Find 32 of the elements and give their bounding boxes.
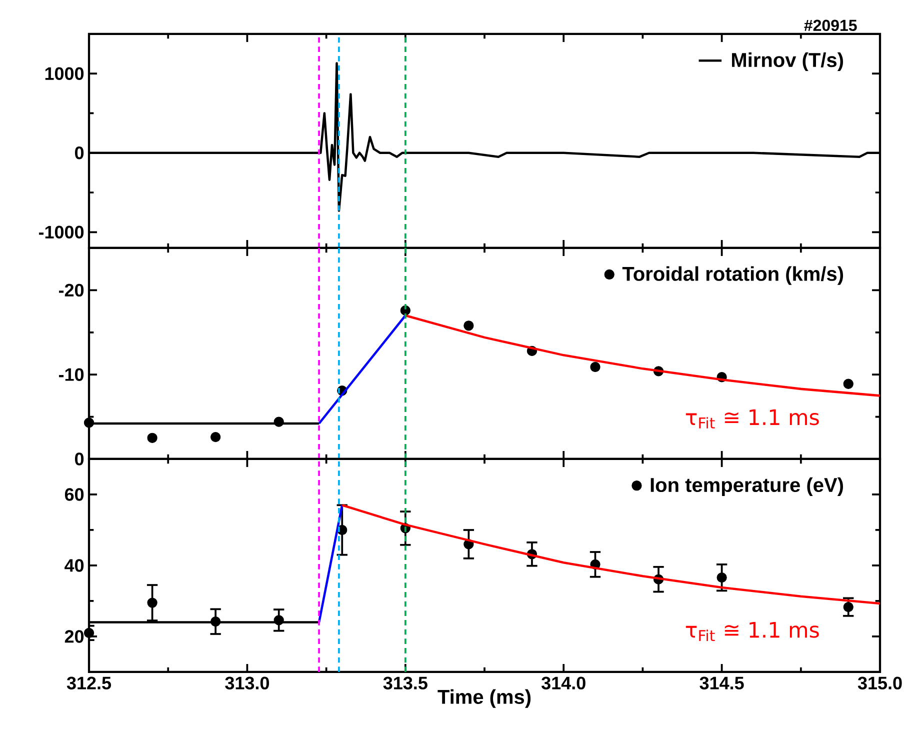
x-tick-label: 315.0 — [858, 676, 902, 690]
point — [843, 378, 854, 389]
legend-label: Ion temperature (eV) — [650, 477, 843, 496]
x-tick-label: 313.5 — [383, 676, 428, 690]
point — [84, 628, 94, 638]
legend-label: Mirnov (T/s) — [732, 52, 844, 72]
x-tick-label: 313.0 — [225, 676, 269, 690]
y-tick-label: 60 — [64, 488, 84, 501]
line-series — [340, 504, 880, 605]
y-tick-label: 0 — [75, 146, 84, 160]
y-tick-label: -20 — [58, 284, 84, 297]
y-tick-label: 40 — [64, 559, 84, 572]
y-tick-label: 20 — [64, 630, 84, 643]
point — [843, 602, 854, 612]
y-tick-label: 0 — [75, 452, 84, 466]
point — [147, 598, 158, 608]
point — [590, 362, 600, 372]
x-tick-label: 312.5 — [66, 676, 112, 690]
point — [147, 432, 158, 443]
text: #20915 — [804, 20, 857, 32]
x-tick-label: 314.5 — [700, 676, 744, 690]
y-tick-label: 1000 — [45, 67, 84, 80]
point — [464, 320, 474, 331]
point — [210, 432, 221, 442]
x-tick-label: 314.0 — [542, 676, 586, 690]
y-tick-label: -1000 — [38, 226, 84, 238]
point — [716, 572, 727, 583]
x-axis-title: Time (ms) — [438, 689, 531, 708]
legend-label: Toroidal rotation (km/s) — [622, 266, 844, 285]
y-tick-label: -10 — [58, 368, 84, 381]
annotation: τ$_{Fit}$ ≅ 1.1 ms — [686, 622, 819, 642]
annotation: τ$_{Fit}$ ≅ 1.1 ms — [686, 409, 819, 428]
